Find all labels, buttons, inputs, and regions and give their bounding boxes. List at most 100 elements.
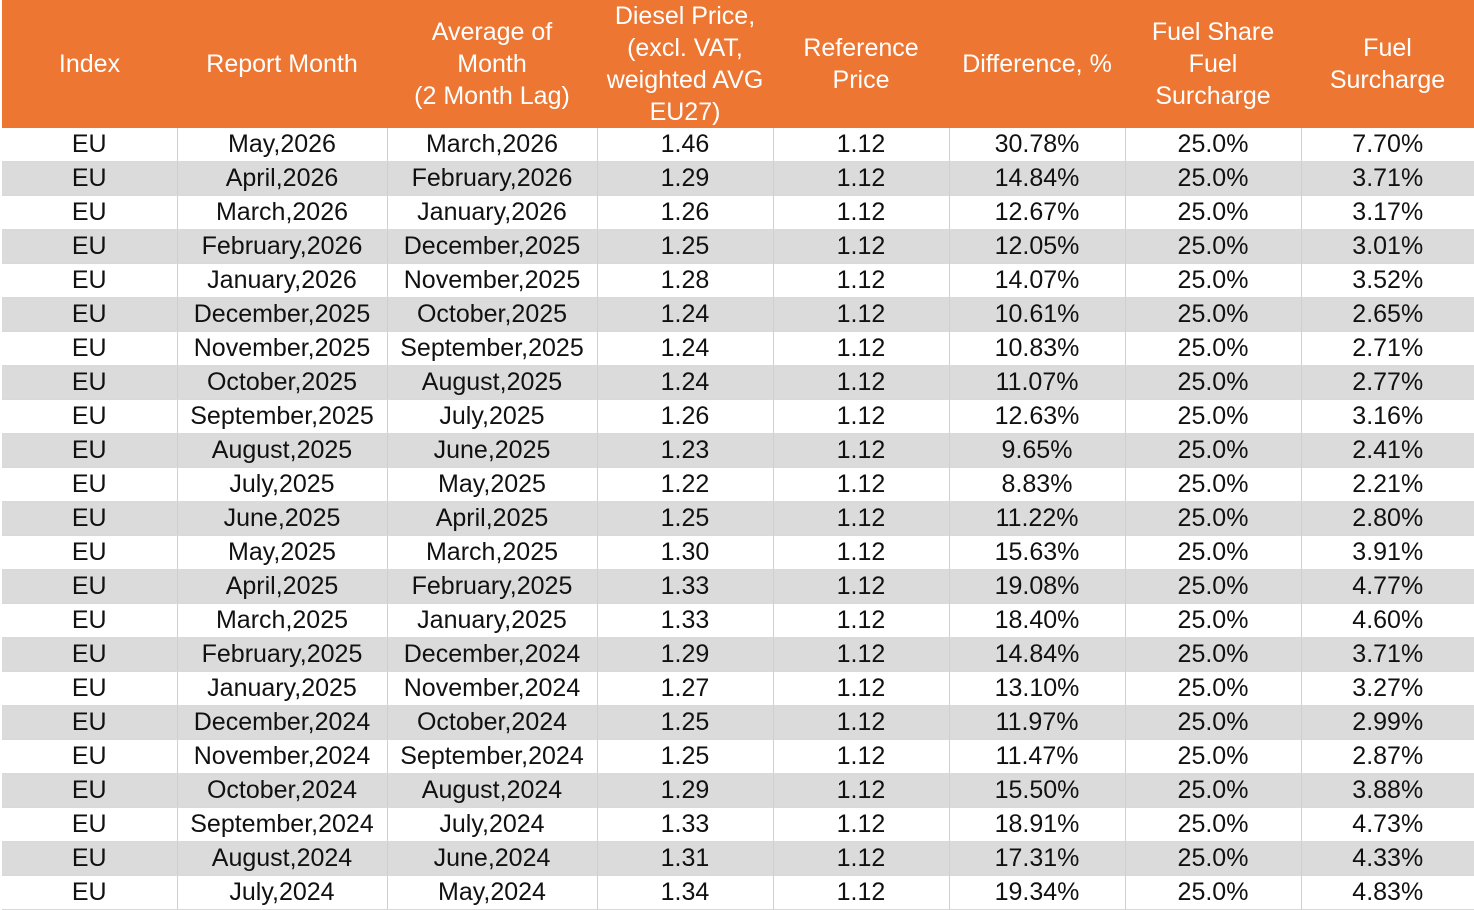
cell-difference-percent: 8.83% <box>949 467 1126 502</box>
cell-fuel-surcharge: 4.33% <box>1301 841 1474 876</box>
cell-diesel-price: 1.25 <box>597 501 774 536</box>
cell-index: EU <box>2 433 178 468</box>
cell-report-month: February,2026 <box>177 229 388 264</box>
cell-fuel-share: 25.0% <box>1125 569 1302 604</box>
table-row: EU February,2026 December,2025 1.25 1.12 12.0… <box>2 229 1474 264</box>
cell-average-of-month: October,2025 <box>387 297 598 332</box>
table-row: EU August,2024 June,2024 1.31 1.12 17.31% 25.0… <box>2 841 1474 876</box>
cell-difference-percent: 30.78% <box>949 128 1126 162</box>
column-header-average-of-month: Average of Month (2 Month Lag) <box>387 0 597 128</box>
cell-fuel-share: 25.0% <box>1125 263 1302 298</box>
cell-fuel-surcharge: 2.21% <box>1301 467 1474 502</box>
cell-report-month: December,2024 <box>177 705 388 740</box>
cell-index: EU <box>2 569 178 604</box>
cell-fuel-share: 25.0% <box>1125 161 1302 196</box>
cell-reference-price: 1.12 <box>773 501 950 536</box>
cell-difference-percent: 17.31% <box>949 841 1126 876</box>
column-header-line: (2 Month Lag) <box>414 82 570 110</box>
cell-report-month: November,2025 <box>177 331 388 366</box>
column-header-line: Index <box>58 50 121 78</box>
cell-index: EU <box>2 773 178 808</box>
cell-reference-price: 1.12 <box>773 128 950 162</box>
column-header-line: Reference <box>803 34 919 62</box>
cell-fuel-surcharge: 4.83% <box>1301 875 1474 910</box>
column-header-index: Index <box>2 0 177 128</box>
cell-fuel-share: 25.0% <box>1125 739 1302 774</box>
table-row: EU July,2024 May,2024 1.34 1.12 19.34% 25.0% 4.… <box>2 875 1474 910</box>
cell-reference-price: 1.12 <box>773 195 950 230</box>
cell-difference-percent: 18.91% <box>949 807 1126 842</box>
table-row: EU December,2024 October,2024 1.25 1.12 11.97… <box>2 705 1474 740</box>
cell-report-month: January,2026 <box>177 263 388 298</box>
column-header-line: Price <box>832 66 890 94</box>
cell-diesel-price: 1.25 <box>597 739 774 774</box>
table-row: EU April,2025 February,2025 1.33 1.12 19.08% 2… <box>2 569 1474 604</box>
column-header-line: (excl. VAT, <box>627 34 743 62</box>
cell-average-of-month: September,2024 <box>387 739 598 774</box>
cell-report-month: October,2024 <box>177 773 388 808</box>
cell-diesel-price: 1.23 <box>597 433 774 468</box>
cell-fuel-surcharge: 7.70% <box>1301 128 1474 162</box>
cell-index: EU <box>2 128 178 162</box>
cell-report-month: September,2024 <box>177 807 388 842</box>
table-row: EU March,2025 January,2025 1.33 1.12 18.40% 25… <box>2 603 1474 638</box>
cell-diesel-price: 1.33 <box>597 569 774 604</box>
cell-index: EU <box>2 603 178 638</box>
cell-fuel-share: 25.0% <box>1125 807 1302 842</box>
cell-fuel-surcharge: 2.87% <box>1301 739 1474 774</box>
cell-index: EU <box>2 297 178 332</box>
cell-difference-percent: 11.47% <box>949 739 1126 774</box>
cell-diesel-price: 1.25 <box>597 705 774 740</box>
cell-reference-price: 1.12 <box>773 467 950 502</box>
cell-fuel-share: 25.0% <box>1125 229 1302 264</box>
cell-difference-percent: 11.97% <box>949 705 1126 740</box>
cell-average-of-month: August,2024 <box>387 773 598 808</box>
cell-diesel-price: 1.24 <box>597 297 774 332</box>
cell-report-month: July,2024 <box>177 875 388 910</box>
cell-average-of-month: May,2024 <box>387 875 598 910</box>
cell-diesel-price: 1.33 <box>597 603 774 638</box>
cell-difference-percent: 11.22% <box>949 501 1126 536</box>
cell-average-of-month: January,2025 <box>387 603 598 638</box>
column-header-line: weighted AVG <box>606 66 764 94</box>
cell-report-month: September,2025 <box>177 399 388 434</box>
cell-reference-price: 1.12 <box>773 297 950 332</box>
cell-average-of-month: May,2025 <box>387 467 598 502</box>
table-row: EU January,2025 November,2024 1.27 1.12 13.10… <box>2 671 1474 706</box>
cell-reference-price: 1.12 <box>773 671 950 706</box>
cell-fuel-surcharge: 4.73% <box>1301 807 1474 842</box>
cell-reference-price: 1.12 <box>773 569 950 604</box>
cell-fuel-share: 25.0% <box>1125 875 1302 910</box>
column-header-line: Surcharge <box>1155 82 1271 110</box>
cell-index: EU <box>2 467 178 502</box>
column-header-line: Average of <box>431 18 553 46</box>
cell-reference-price: 1.12 <box>773 773 950 808</box>
cell-reference-price: 1.12 <box>773 535 950 570</box>
column-header-line: Difference, % <box>962 50 1112 78</box>
cell-fuel-share: 25.0% <box>1125 535 1302 570</box>
cell-diesel-price: 1.27 <box>597 671 774 706</box>
cell-fuel-surcharge: 2.41% <box>1301 433 1474 468</box>
cell-average-of-month: March,2026 <box>387 128 598 162</box>
cell-average-of-month: November,2025 <box>387 263 598 298</box>
cell-diesel-price: 1.24 <box>597 331 774 366</box>
table-row: EU October,2025 August,2025 1.24 1.12 11.07% 2… <box>2 365 1474 400</box>
cell-fuel-share: 25.0% <box>1125 399 1302 434</box>
cell-index: EU <box>2 263 178 298</box>
cell-fuel-surcharge: 2.80% <box>1301 501 1474 536</box>
table-row: EU July,2025 May,2025 1.22 1.12 8.83% 25.0% 2.2… <box>2 467 1474 502</box>
cell-index: EU <box>2 739 178 774</box>
cell-fuel-share: 25.0% <box>1125 365 1302 400</box>
cell-diesel-price: 1.28 <box>597 263 774 298</box>
cell-index: EU <box>2 365 178 400</box>
cell-fuel-share: 25.0% <box>1125 841 1302 876</box>
cell-difference-percent: 13.10% <box>949 671 1126 706</box>
cell-difference-percent: 12.05% <box>949 229 1126 264</box>
cell-fuel-surcharge: 3.91% <box>1301 535 1474 570</box>
cell-average-of-month: March,2025 <box>387 535 598 570</box>
table-row: EU March,2026 January,2026 1.26 1.12 12.67% 25… <box>2 195 1474 230</box>
cell-reference-price: 1.12 <box>773 637 950 672</box>
cell-difference-percent: 9.65% <box>949 433 1126 468</box>
cell-report-month: May,2026 <box>177 128 388 162</box>
